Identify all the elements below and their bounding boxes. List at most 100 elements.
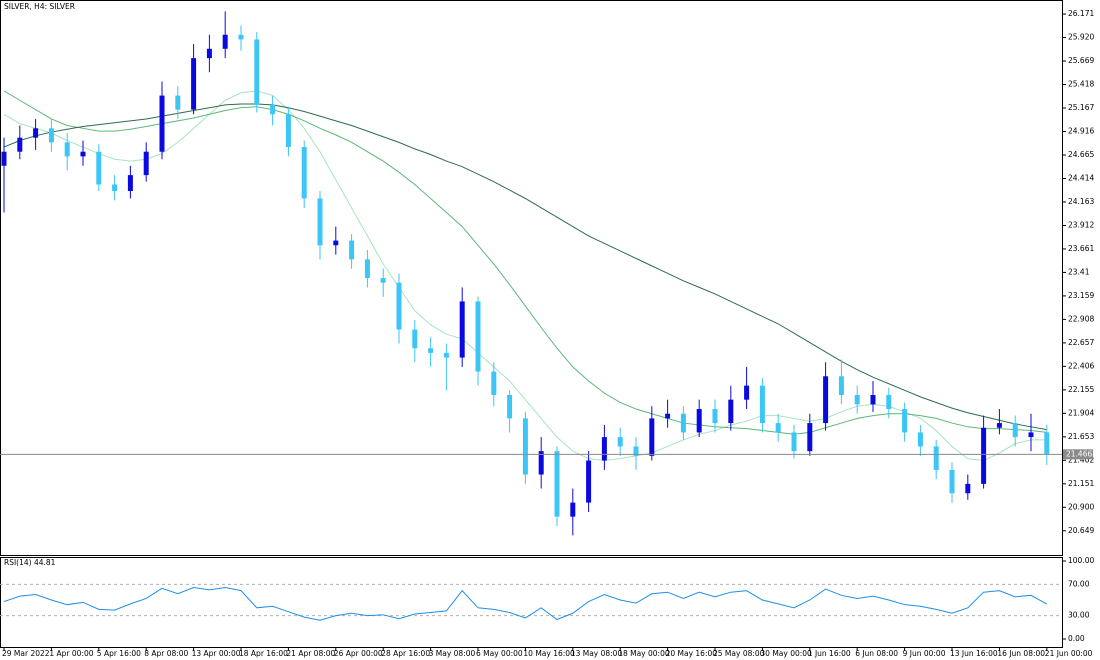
candle-body xyxy=(254,39,260,105)
candle-body xyxy=(933,446,939,470)
candle-body xyxy=(396,282,402,330)
y-tick-label: 21.402 xyxy=(1068,455,1094,464)
chart-title: SILVER, H4: SILVER xyxy=(4,2,75,11)
y-tick-label: 23.159 xyxy=(1068,291,1094,300)
candle-body xyxy=(459,301,465,358)
candle-body xyxy=(1012,423,1018,438)
candle-body xyxy=(491,371,497,395)
candle-body xyxy=(412,329,418,349)
candle-body xyxy=(475,301,481,372)
candle-body xyxy=(617,437,623,447)
x-tick-label: 21 Apr 08:00 xyxy=(286,649,335,658)
rsi-title: RSI(14) 44.81 xyxy=(4,558,56,567)
candle-body xyxy=(222,34,228,49)
candle-body xyxy=(270,104,276,115)
candle-body xyxy=(838,376,844,395)
candle-body xyxy=(522,418,528,475)
y-tick-label: 25.669 xyxy=(1068,56,1094,65)
y-tick-label: 25.167 xyxy=(1068,103,1094,112)
candle-body xyxy=(886,394,892,410)
candle-body xyxy=(759,385,765,424)
candle-body xyxy=(143,151,149,176)
candle-body xyxy=(538,451,544,475)
y-tick-label: 22.406 xyxy=(1068,361,1094,370)
rsi-line xyxy=(3,587,1048,621)
x-tick-label: 20 May 16:00 xyxy=(666,649,718,658)
candle-body xyxy=(96,151,102,185)
rsi-frame xyxy=(0,557,1063,648)
y-tick-label: 24.916 xyxy=(1068,127,1094,136)
y-tick-label: 21.653 xyxy=(1068,432,1094,441)
candle-body xyxy=(64,142,70,157)
x-tick-label: 21 Jun 00:00 xyxy=(1045,649,1093,658)
candle-body xyxy=(1044,432,1050,454)
candle-body xyxy=(48,128,54,143)
x-tick-label: 1 Apr 00:00 xyxy=(49,649,93,658)
candle-body xyxy=(823,376,829,424)
x-tick-label: 13 May 08:00 xyxy=(571,649,623,658)
candle-body xyxy=(349,240,355,260)
x-tick-label: 30 May 00:00 xyxy=(760,649,812,658)
y-tick-label: 21.151 xyxy=(1068,479,1094,488)
y-tick-label: 24.163 xyxy=(1068,197,1094,206)
candle-body xyxy=(1028,432,1034,438)
x-tick-label: 18 May 00:00 xyxy=(618,649,670,658)
y-tick-label: 23.41 xyxy=(1068,267,1090,276)
x-tick-label: 16 Jun 08:00 xyxy=(997,649,1045,658)
candle-body xyxy=(586,460,592,503)
y-tick-label: 24.414 xyxy=(1068,173,1094,182)
candle-body xyxy=(333,240,339,246)
x-tick-label: 13 Jun 16:00 xyxy=(950,649,998,658)
candle-body xyxy=(285,114,291,148)
candle-body xyxy=(380,278,386,283)
current-price-label: 21.466 xyxy=(1066,449,1092,458)
candle-body xyxy=(175,95,181,110)
candle-body xyxy=(80,151,86,157)
candle-body xyxy=(665,413,671,419)
candle-body xyxy=(854,394,860,405)
candle-body xyxy=(965,483,971,494)
y-tick-label: 23.661 xyxy=(1068,244,1094,253)
candle-body xyxy=(981,427,987,484)
candle-body xyxy=(902,409,908,433)
y-tick-label: 21.904 xyxy=(1068,408,1094,417)
candle-body xyxy=(238,34,244,40)
x-tick-label: 1 Jun 16:00 xyxy=(808,649,851,658)
x-tick-label: 6 Jun 08:00 xyxy=(855,649,898,658)
x-tick-label: 6 May 00:00 xyxy=(476,649,523,658)
candle-body xyxy=(301,147,307,199)
x-tick-label: 5 Apr 16:00 xyxy=(97,649,141,658)
candle-body xyxy=(112,184,118,192)
candle-body xyxy=(744,385,750,400)
x-tick-label: 8 Apr 08:00 xyxy=(144,649,188,658)
x-tick-label: 25 May 08:00 xyxy=(713,649,765,658)
y-tick-label: 30.00 xyxy=(1068,611,1090,620)
y-tick-label: 20.649 xyxy=(1068,526,1094,535)
candle-body xyxy=(712,409,718,424)
candle-body xyxy=(127,175,133,192)
candle-body xyxy=(680,413,686,433)
candle-body xyxy=(17,137,23,152)
candle-body xyxy=(191,58,197,110)
x-tick-label: 29 Mar 2022 xyxy=(2,649,50,658)
candle-body xyxy=(775,423,781,433)
y-tick-label: 26.171 xyxy=(1068,9,1094,18)
x-tick-label: 10 May 16:00 xyxy=(523,649,575,658)
x-tick-label: 18 Apr 16:00 xyxy=(239,649,288,658)
y-tick-label: 25.418 xyxy=(1068,80,1094,89)
candle-body xyxy=(996,423,1002,428)
moving-average xyxy=(3,103,1047,431)
y-tick-label: 100.00 xyxy=(1068,556,1094,565)
candle-body xyxy=(601,437,607,461)
y-tick-label: 22.155 xyxy=(1068,385,1094,394)
candle-body xyxy=(159,95,165,152)
candle-body xyxy=(206,48,212,59)
candle-body xyxy=(1,151,7,166)
x-tick-label: 26 Apr 00:00 xyxy=(334,649,383,658)
candle-body xyxy=(570,502,576,517)
y-tick-label: 20.900 xyxy=(1068,502,1094,511)
candle-body xyxy=(696,409,702,433)
x-tick-label: 9 Jun 00:00 xyxy=(903,649,946,658)
y-tick-label: 24.665 xyxy=(1068,150,1094,159)
